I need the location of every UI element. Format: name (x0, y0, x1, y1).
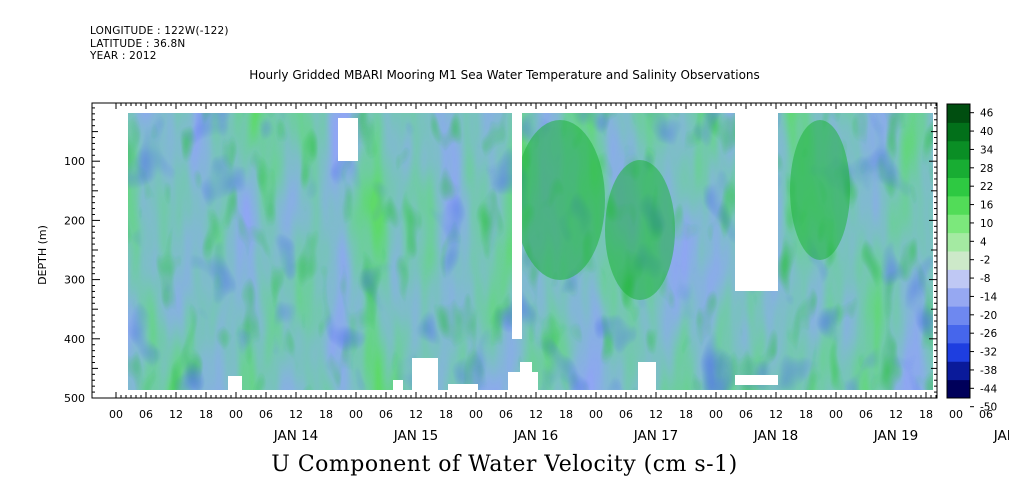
colorbar-label: -20 (980, 310, 997, 322)
x-day-label: JAN 19 (873, 428, 919, 444)
colorbar-label: -8 (980, 273, 990, 285)
x-hour-label: 00 (469, 408, 483, 421)
colorbar-label: 10 (980, 218, 993, 230)
x-axis-labels: 00 06 12 18 00 06 12 18 00 06 12 18 00 06 12 18 00 06 12 18… (109, 408, 1009, 444)
colorbar-swatch (947, 342, 970, 362)
colorbar: 46 40 34 28 22 16 10 4 -2 -8 -14 -20 -26 -32 -38 -44 -50 (946, 103, 997, 414)
x-hour-label: 12 (889, 408, 903, 421)
colorbar-swatch (947, 104, 970, 123)
x-hour-label: 00 (349, 408, 363, 421)
colorbar-label: 46 (980, 108, 994, 120)
colorbar-label: -50 (980, 402, 997, 414)
chart-title: Hourly Gridded MBARI Mooring M1 Sea Wate… (249, 68, 760, 82)
year-label: YEAR : 2012 (90, 50, 157, 62)
y-tick-label: 400 (64, 333, 85, 346)
latitude-label: LATITUDE : 36.8N (90, 37, 186, 50)
x-hour-label: 06 (139, 408, 153, 421)
colorbar-swatch (947, 140, 970, 160)
colorbar-swatch (947, 122, 970, 142)
x-hour-label: 18 (679, 408, 693, 421)
y-tick-label: 500 (64, 392, 85, 405)
x-hour-label: 18 (199, 408, 213, 421)
colorbar-label: 28 (980, 163, 993, 175)
colorbar-swatch (947, 177, 970, 197)
x-hour-label: 00 (109, 408, 123, 421)
x-hour-label: 12 (649, 408, 663, 421)
colorbar-label: 22 (980, 181, 993, 193)
colorbar-label: 4 (980, 236, 987, 248)
colorbar-label: 34 (980, 144, 994, 156)
colorbar-swatch (947, 324, 970, 344)
colorbar-label: -26 (980, 328, 997, 340)
heatmap-field (128, 113, 933, 390)
x-hour-label: 00 (709, 408, 723, 421)
colorbar-label: -14 (980, 291, 997, 303)
x-hour-label: 06 (859, 408, 873, 421)
x-day-label: JAN 20 (993, 428, 1009, 444)
x-hour-label: 00 (589, 408, 603, 421)
colorbar-swatch (947, 232, 970, 252)
colorbar-swatch (947, 287, 970, 307)
variable-title: U Component of Water Velocity (cm s-1) (271, 452, 738, 477)
colorbar-swatch (947, 379, 970, 399)
colorbar-label: -2 (980, 255, 990, 267)
x-hour-label: 12 (409, 408, 423, 421)
x-hour-label: 18 (319, 408, 333, 421)
x-hour-label: 12 (169, 408, 183, 421)
x-hour-label: 18 (439, 408, 453, 421)
colorbar-swatch (947, 214, 970, 234)
x-day-label: JAN 15 (393, 428, 439, 444)
plot-frame (91, 102, 938, 399)
x-hour-label: 12 (289, 408, 303, 421)
colorbar-label: 40 (980, 126, 993, 138)
longitude-label: LONGITUDE : 122W(-122) (90, 25, 229, 37)
x-day-label: JAN 16 (513, 428, 559, 444)
x-hour-label: 12 (529, 408, 543, 421)
x-hour-label: 06 (499, 408, 513, 421)
x-hour-label: 06 (379, 408, 393, 421)
x-hour-label: 00 (949, 408, 963, 421)
colorbar-label: -38 (980, 365, 997, 377)
colorbar-swatch (947, 306, 970, 325)
x-hour-label: 12 (769, 408, 783, 421)
colorbar-label: -32 (980, 347, 997, 359)
colorbar-label: -44 (980, 383, 997, 395)
x-day-label: JAN 17 (633, 428, 679, 444)
x-hour-label: 18 (559, 408, 573, 421)
colorbar-swatch (947, 361, 970, 381)
x-hour-label: 00 (229, 408, 243, 421)
x-hour-label: 18 (919, 408, 933, 421)
x-hour-label: 06 (739, 408, 753, 421)
y-axis-title: DEPTH (m) (36, 225, 49, 285)
colorbar-label: 16 (980, 200, 994, 212)
x-hour-label: 06 (259, 408, 273, 421)
y-tick-label: 300 (64, 274, 85, 287)
colorbar-swatch (947, 195, 970, 215)
x-hour-label: 00 (829, 408, 843, 421)
x-hour-label: 06 (979, 408, 993, 421)
x-day-label: JAN 14 (273, 428, 319, 444)
x-day-label: JAN 18 (753, 428, 799, 444)
x-hour-label: 06 (619, 408, 633, 421)
y-tick-label: 100 (64, 155, 85, 168)
colorbar-swatch (947, 269, 970, 289)
missing-data-gaps (228, 113, 778, 390)
y-tick-label: 200 (64, 214, 85, 227)
y-axis-labels: 100 200 300 400 500 (64, 155, 85, 405)
colorbar-swatch (947, 159, 970, 178)
colorbar-swatch (947, 251, 970, 270)
x-hour-label: 18 (799, 408, 813, 421)
